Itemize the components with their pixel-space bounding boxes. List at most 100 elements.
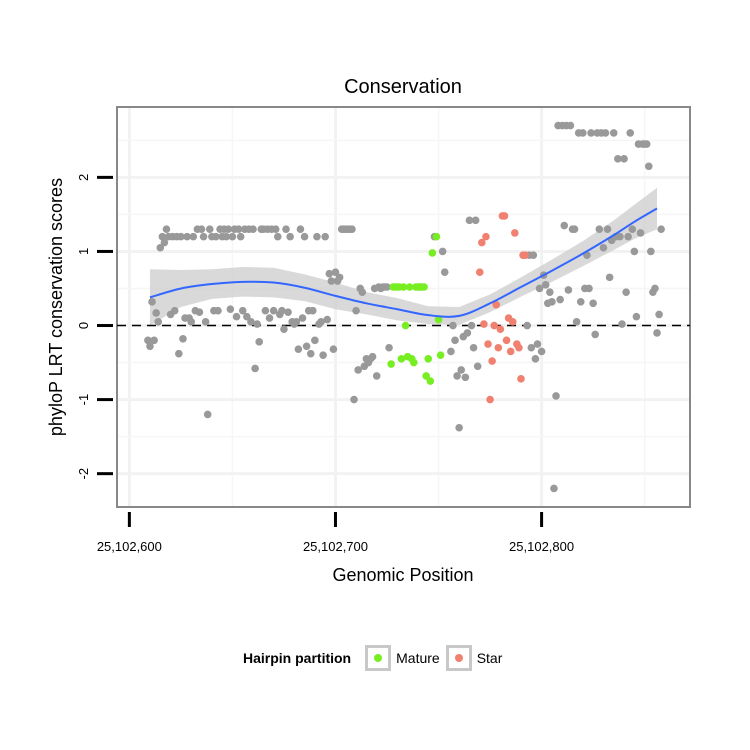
point-star [496,325,505,334]
point-other [531,355,540,363]
point-other [319,351,327,359]
point-other [203,410,212,419]
point-other [201,318,210,326]
point-other [537,347,546,356]
point-other [523,321,531,330]
point-other [146,342,154,351]
point-mature [422,372,430,380]
point-other [300,232,309,241]
point-other [175,349,183,358]
data-points [144,121,665,493]
point-star [511,229,519,237]
y-axis-label: phyloP LRT conservation scores [46,178,66,436]
x-tick-label: 25,102,700 [303,539,368,554]
point-other [651,284,659,293]
point-other [154,318,163,326]
point-other [222,232,231,241]
point-other [348,225,356,234]
point-other [644,162,653,171]
point-other [199,232,208,241]
point-other [585,284,593,293]
point-other [620,155,628,163]
point-mature [401,321,410,330]
point-other [234,225,243,234]
point-other [158,232,167,241]
legend-dot-mature-icon [374,654,383,662]
point-other [609,129,618,137]
point-other [533,340,542,348]
point-other [628,225,637,234]
point-mature [424,355,433,363]
legend-title: Hairpin partition [243,650,352,666]
point-other [527,343,536,352]
point-other [626,129,635,137]
point-other [587,129,595,137]
point-other [599,243,608,252]
point-other [292,318,301,326]
point-other [589,299,597,308]
axes: 25,102,600 25,102,700 25,102,800 -2 -1 0 1 2 [76,174,574,554]
legend-key-star [445,645,472,671]
point-other [255,338,264,346]
point-other [572,318,581,326]
point-other [385,343,393,352]
point-other [187,318,196,326]
point-star [482,232,490,241]
point-other [657,225,665,234]
point-other [579,129,587,137]
point-other [197,225,206,234]
point-star [500,212,509,220]
point-other [541,280,550,289]
legend: Hairpin partition Mature Star [243,640,508,676]
point-mature [410,358,418,367]
point-other [329,345,338,354]
chart-title: Conservation [344,76,462,98]
point-mature [434,315,443,324]
point-other [440,268,449,276]
point-other [243,312,251,321]
point-other [302,342,311,351]
point-other [529,251,538,259]
legend-key-mature [365,645,392,671]
point-other [323,315,332,324]
point-other [624,232,632,241]
point-mature [426,377,435,385]
point-other [453,372,461,380]
point-other [261,306,270,315]
point-other [265,314,274,322]
point-other [465,216,474,225]
point-star [502,336,511,345]
point-other [280,325,288,334]
point-other [358,288,367,296]
point-star [521,251,529,259]
point-other [566,121,575,130]
point-other [647,247,655,256]
point-other [352,306,360,315]
point-other [253,320,261,328]
point-other [212,232,220,241]
point-other [284,308,292,316]
point-other [564,286,573,294]
point-star [475,268,484,276]
point-other [294,345,303,354]
point-other [535,284,544,293]
point-other [463,329,472,337]
point-other [552,392,560,400]
point-other [449,321,457,330]
confidence-band [149,187,658,326]
point-mature [428,249,437,257]
point-other [282,225,290,234]
point-other [636,229,645,237]
point-star [478,238,486,247]
point-other [595,225,604,234]
point-other [309,306,317,315]
point-other [189,232,198,241]
point-star [506,347,515,356]
point-other [236,232,245,241]
point-other [313,232,321,241]
point-other [271,225,280,234]
point-other [548,298,556,306]
point-mature [420,283,428,291]
point-other [354,366,362,374]
